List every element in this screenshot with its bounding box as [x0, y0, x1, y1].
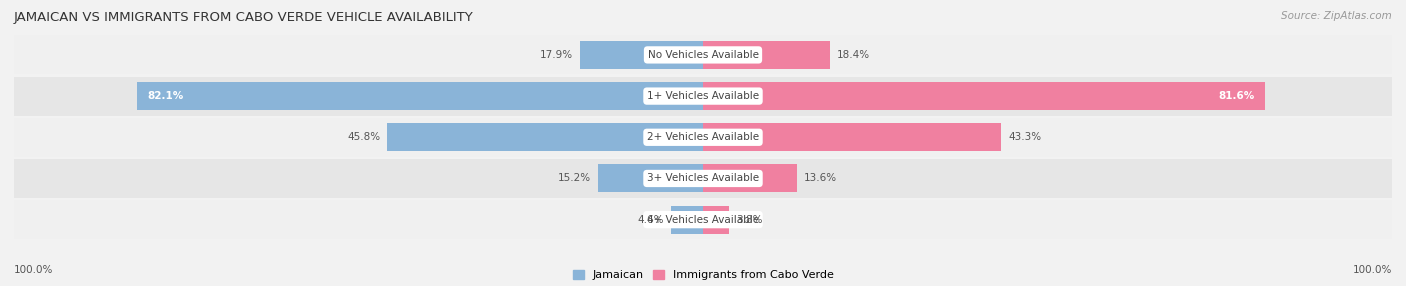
Text: 2+ Vehicles Available: 2+ Vehicles Available	[647, 132, 759, 142]
Text: 4+ Vehicles Available: 4+ Vehicles Available	[647, 215, 759, 225]
Text: 3.8%: 3.8%	[737, 215, 762, 225]
Text: JAMAICAN VS IMMIGRANTS FROM CABO VERDE VEHICLE AVAILABILITY: JAMAICAN VS IMMIGRANTS FROM CABO VERDE V…	[14, 11, 474, 24]
Bar	[703, 82, 1265, 110]
Bar	[138, 82, 703, 110]
Text: 82.1%: 82.1%	[148, 91, 184, 101]
Text: 18.4%: 18.4%	[837, 50, 870, 60]
Text: 43.3%: 43.3%	[1008, 132, 1042, 142]
Text: 3+ Vehicles Available: 3+ Vehicles Available	[647, 174, 759, 183]
Bar	[703, 123, 1001, 151]
Bar	[599, 164, 703, 192]
Bar	[579, 41, 703, 69]
Text: 4.6%: 4.6%	[638, 215, 665, 225]
Text: 45.8%: 45.8%	[347, 132, 381, 142]
Text: 13.6%: 13.6%	[804, 174, 837, 183]
Text: 15.2%: 15.2%	[558, 174, 592, 183]
Text: 81.6%: 81.6%	[1219, 91, 1254, 101]
Bar	[703, 41, 830, 69]
Bar	[388, 123, 703, 151]
Text: 100.0%: 100.0%	[1353, 265, 1392, 275]
Bar	[703, 206, 730, 234]
Text: 17.9%: 17.9%	[540, 50, 572, 60]
Legend: Jamaican, Immigrants from Cabo Verde: Jamaican, Immigrants from Cabo Verde	[572, 270, 834, 281]
Text: 1+ Vehicles Available: 1+ Vehicles Available	[647, 91, 759, 101]
Text: Source: ZipAtlas.com: Source: ZipAtlas.com	[1281, 11, 1392, 21]
Bar	[671, 206, 703, 234]
Text: 100.0%: 100.0%	[14, 265, 53, 275]
Bar	[703, 164, 797, 192]
Text: No Vehicles Available: No Vehicles Available	[648, 50, 758, 60]
